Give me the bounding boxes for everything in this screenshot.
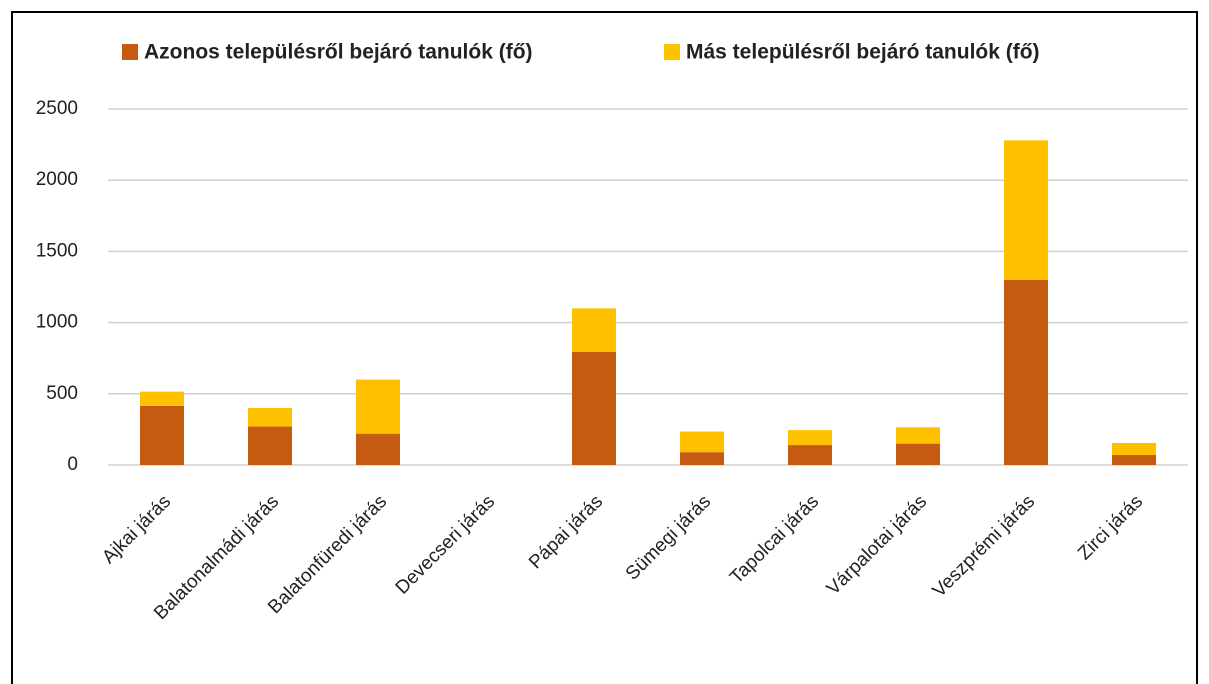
x-tick-label: Balatonalmádi járás bbox=[150, 491, 283, 624]
bar-segment bbox=[896, 443, 940, 465]
y-tick-label: 0 bbox=[67, 454, 78, 475]
bar-segment bbox=[248, 426, 292, 465]
bar-segment bbox=[1112, 442, 1156, 456]
x-tick-label: Sümegi járás bbox=[622, 491, 715, 584]
bar-segment bbox=[356, 433, 400, 465]
x-tick-label: Veszprémi járás bbox=[929, 491, 1039, 601]
bar-segment bbox=[140, 391, 184, 406]
bar-segment bbox=[572, 308, 616, 352]
bar-segment bbox=[1004, 279, 1048, 465]
x-tick-label: Devecseri járás bbox=[392, 491, 499, 598]
x-tick-label: Várpalotai járás bbox=[823, 491, 931, 599]
bar-segment bbox=[572, 351, 616, 465]
x-tick-label: Balatonfüredi járás bbox=[264, 491, 391, 618]
bar-segment bbox=[788, 430, 832, 446]
chart-border bbox=[11, 11, 1198, 684]
bar-segment bbox=[680, 431, 724, 453]
x-tick-label: Pápai járás bbox=[525, 491, 607, 573]
bar-segment bbox=[356, 379, 400, 434]
x-tick-label: Tapolcai járás bbox=[726, 491, 823, 588]
x-tick-label: Zirci járás bbox=[1074, 491, 1147, 564]
y-tick-label: 500 bbox=[46, 383, 78, 404]
legend-swatch bbox=[122, 44, 138, 60]
x-tick-label: Ajkai járás bbox=[98, 491, 175, 568]
legend-label: Azonos településről bejáró tanulók (fő) bbox=[144, 41, 533, 64]
bar-segment bbox=[788, 445, 832, 465]
y-tick-label: 2000 bbox=[36, 169, 78, 190]
bar-segment bbox=[896, 427, 940, 444]
bar-segment bbox=[140, 405, 184, 465]
bar-segment bbox=[680, 452, 724, 465]
bar-segment bbox=[248, 408, 292, 427]
legend-swatch bbox=[664, 44, 680, 60]
bar-segment bbox=[1112, 455, 1156, 465]
y-tick-label: 1500 bbox=[36, 240, 78, 261]
bar-segment bbox=[1004, 140, 1048, 280]
y-tick-label: 2500 bbox=[36, 98, 78, 119]
legend-label: Más településről bejáró tanulók (fő) bbox=[686, 41, 1040, 64]
y-tick-label: 1000 bbox=[36, 312, 78, 333]
